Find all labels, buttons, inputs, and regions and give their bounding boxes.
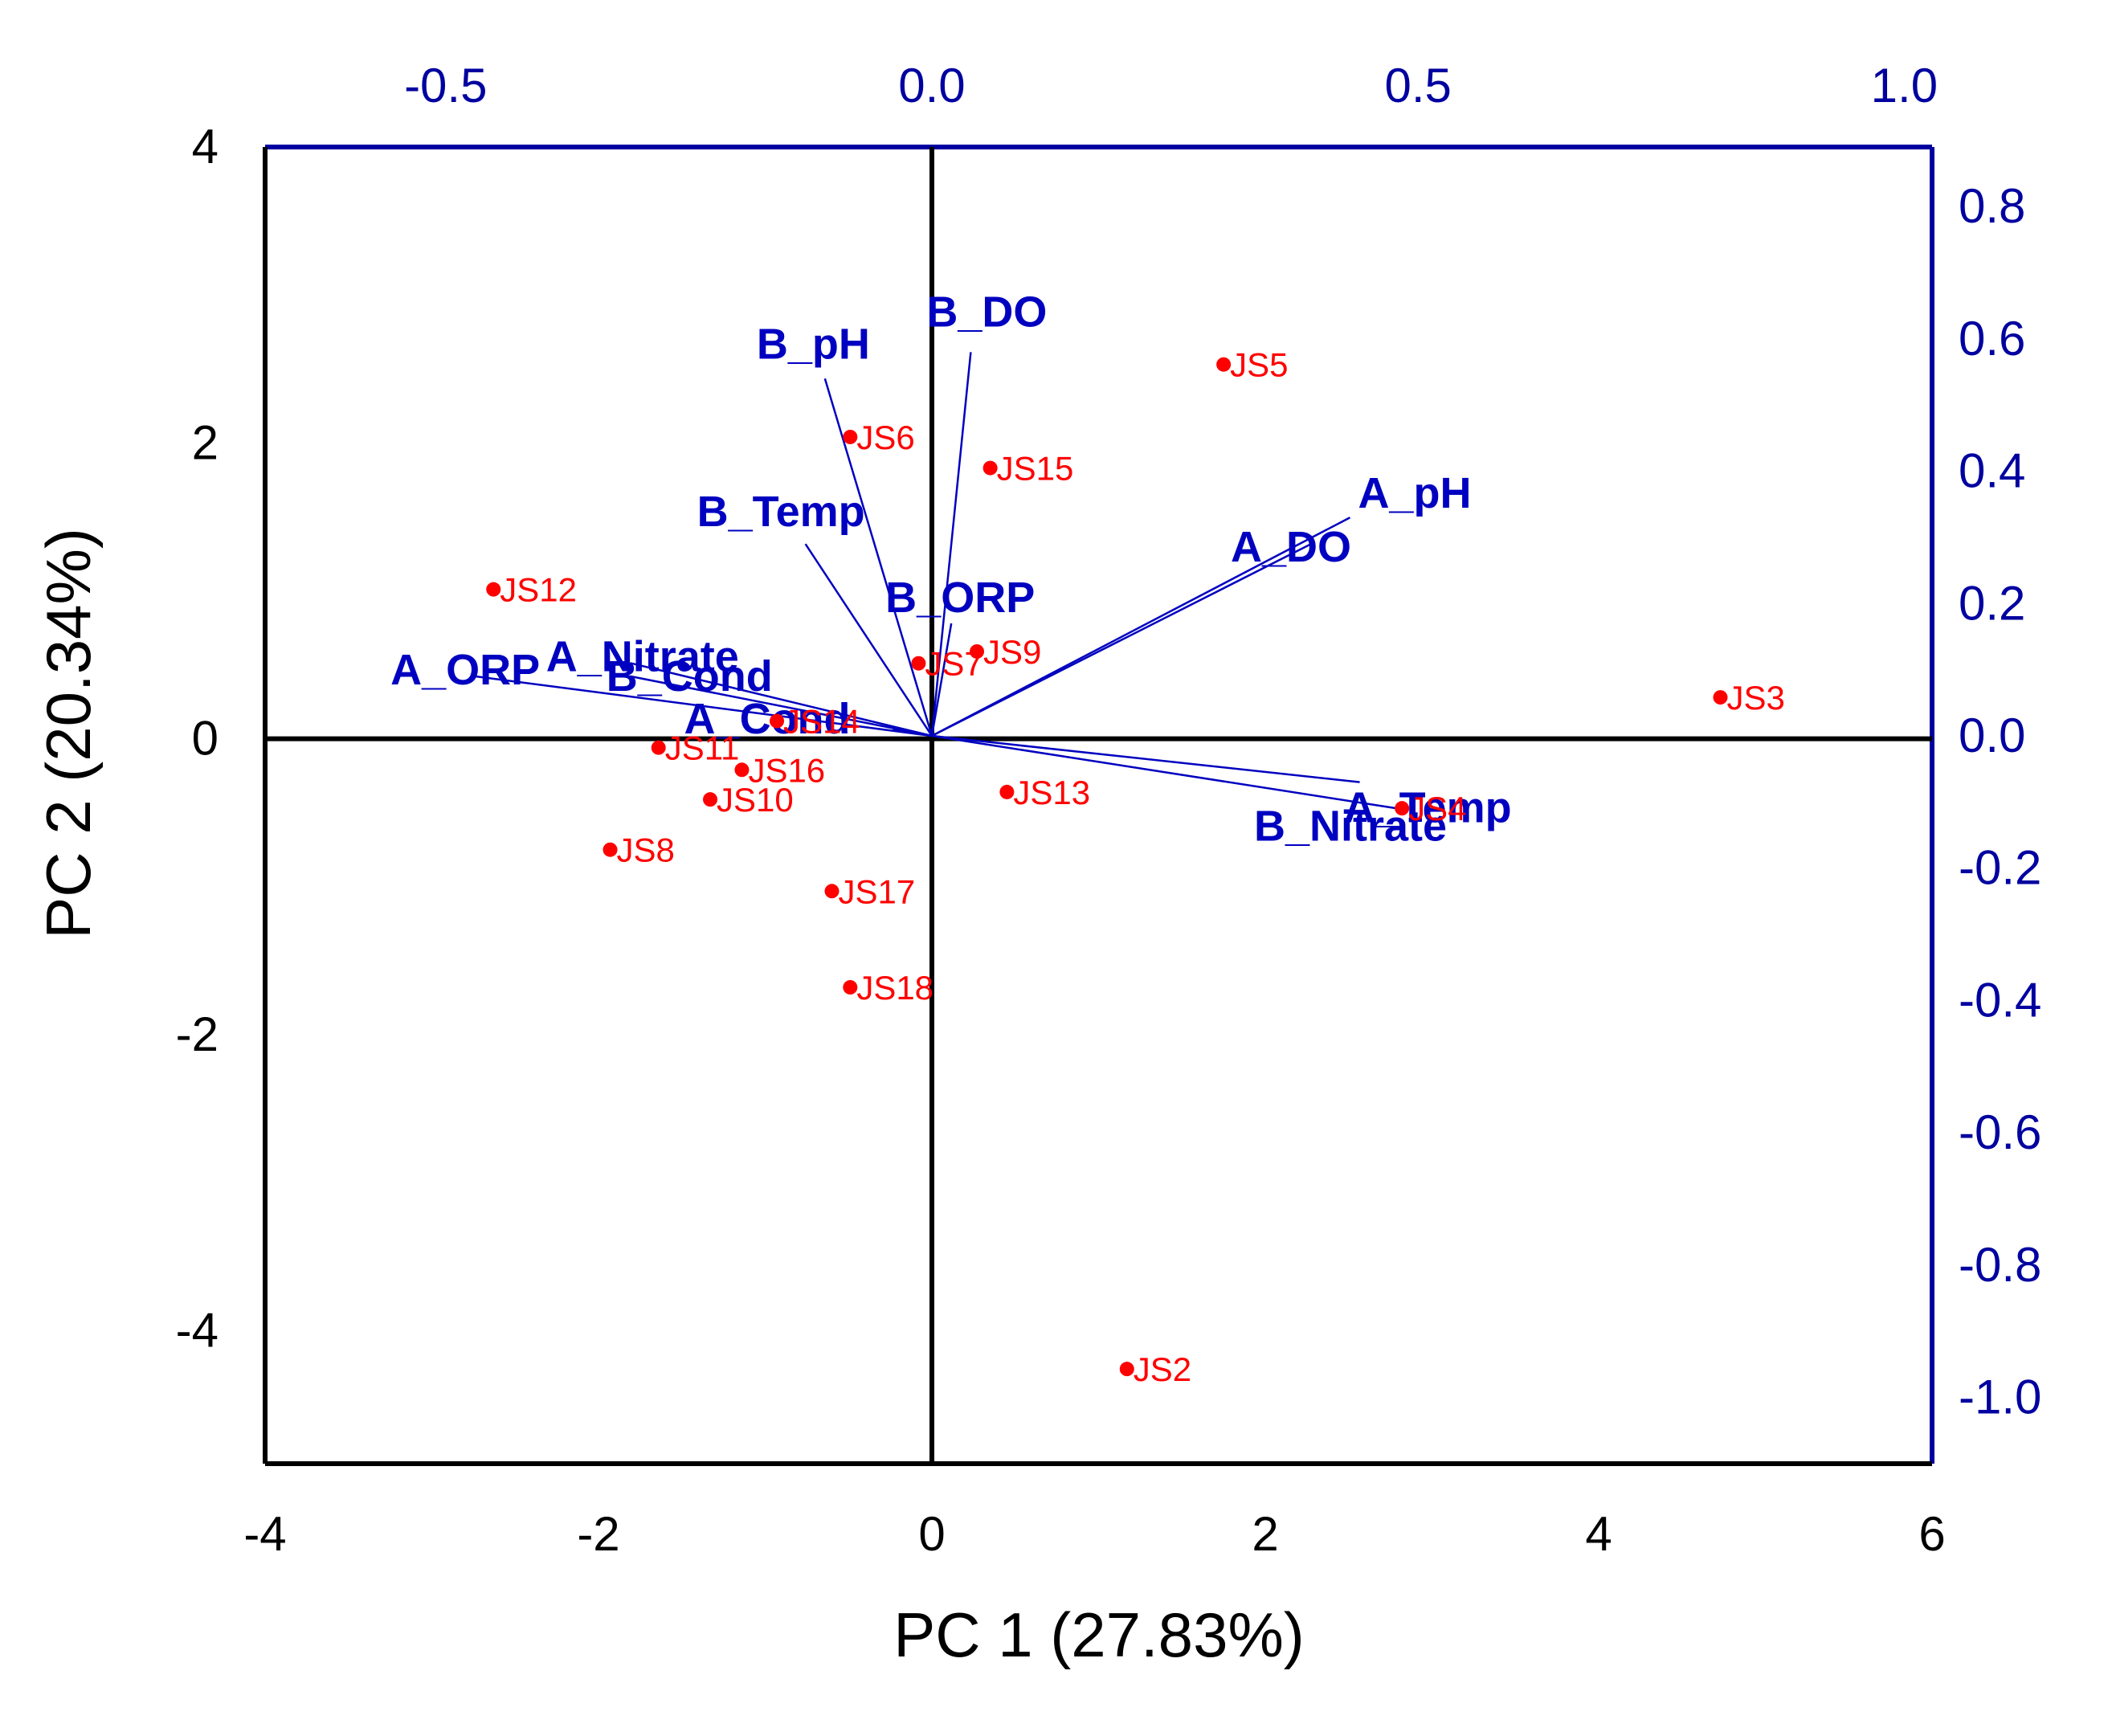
observation-label-js4: JS4 (1408, 790, 1466, 827)
observation-label-js10: JS10 (717, 781, 794, 819)
loading-vector-b-nitrate (931, 734, 1399, 810)
bottom-tick-labels: -4 -2 0 2 4 6 (243, 1507, 1945, 1561)
observation-point-js18 (843, 980, 858, 995)
top-tick-label: -0.5 (404, 59, 487, 112)
top-tick-label: 0.5 (1384, 59, 1451, 112)
observation-point-js12 (486, 582, 501, 597)
observation-point-js2 (1119, 1362, 1134, 1377)
loading-vector-b-ph (823, 378, 933, 737)
loading-label-b-orp: B_ORP (885, 574, 1035, 622)
observation-label-js14: JS14 (783, 703, 860, 741)
observation-point-js3 (1713, 690, 1728, 705)
observation-label-js3: JS3 (1726, 679, 1784, 717)
right-tick-label: 0.6 (1959, 312, 2025, 366)
right-tick-label: 0.2 (1959, 576, 2025, 630)
x-tick-label: 4 (1585, 1507, 1612, 1561)
observation-label-js15: JS15 (997, 450, 1074, 488)
observation-label-js17: JS17 (839, 872, 916, 910)
observation-point-js15 (983, 460, 998, 476)
observation-point-js10 (703, 792, 718, 807)
loading-label-a-nitrate: A_Nitrate (546, 632, 739, 680)
observation-point-js5 (1216, 357, 1232, 372)
observation-label-js11: JS11 (665, 729, 740, 767)
observation-label-js9: JS9 (983, 633, 1041, 671)
right-tick-label: -0.8 (1959, 1238, 2041, 1292)
observation-label-js2: JS2 (1134, 1350, 1191, 1388)
loading-vector-b-cond (630, 675, 933, 737)
top-tick-labels: -0.5 0.0 0.5 1.0 (404, 59, 1938, 112)
observation-label-js7: JS7 (925, 645, 983, 683)
loading-label-a-cond: A_Cond (684, 695, 851, 743)
loading-vector-b-temp (804, 543, 933, 737)
loading-vector-a-ph (931, 517, 1351, 737)
y-tick-label: -2 (176, 1007, 219, 1061)
x-tick-label: 6 (1918, 1507, 1945, 1561)
y-tick-label: 2 (192, 415, 219, 469)
observation-point-js13 (999, 784, 1015, 799)
x-tick-label: -4 (243, 1507, 286, 1561)
observation-label-js5: JS5 (1230, 346, 1288, 384)
right-tick-label: 0.8 (1959, 179, 2025, 233)
observation-label-js12: JS12 (500, 571, 577, 609)
loading-vectors (474, 352, 1399, 810)
observation-point-js4 (1395, 801, 1410, 816)
observation-point-js11 (651, 740, 666, 755)
observation-point-js16 (734, 762, 750, 778)
loading-label-a-do: A_DO (1231, 523, 1351, 571)
right-tick-labels: 0.8 0.6 0.4 0.2 0.0 -0.2 -0.4 -0.6 -0.8 -1.0 (1959, 179, 2041, 1424)
loading-label-a-ph: A_pH (1358, 469, 1471, 517)
y-tick-label: -4 (176, 1303, 219, 1357)
top-tick-label: 0.0 (898, 59, 965, 112)
right-tick-label: 0.0 (1959, 709, 2025, 762)
left-tick-labels: 4 2 0 -2 -4 (176, 120, 219, 1357)
observation-label-js18: JS18 (856, 969, 933, 1007)
x-tick-label: -2 (577, 1507, 619, 1561)
observation-point-js7 (911, 656, 926, 671)
x-axis-title: PC 1 (27.83%) (893, 1599, 1305, 1670)
observation-labels: JS2 JS3 JS4 JS5 JS6 JS7 JS8 JS9 JS10 JS11 JS12 JS13… (500, 346, 1785, 1388)
loading-vector-a-orp (474, 675, 933, 737)
right-tick-label: -0.2 (1959, 841, 2041, 895)
loading-label-b-nitrate: B_Nitrate (1254, 803, 1447, 851)
observation-point-js8 (603, 842, 618, 857)
x-tick-label: 2 (1252, 1507, 1278, 1561)
loading-label-b-cond: B_Cond (607, 652, 773, 701)
loading-label-b-temp: B_Temp (697, 488, 865, 536)
observation-label-js16: JS16 (748, 751, 825, 789)
y-tick-label: 0 (192, 712, 219, 766)
right-tick-label: -1.0 (1959, 1370, 2041, 1424)
loading-vector-b-orp (930, 623, 953, 737)
loading-vector-a-temp (931, 734, 1360, 783)
loading-label-a-orp: A_ORP (390, 646, 540, 694)
y-axis-title: PC 2 (20.34%) (33, 528, 104, 939)
observation-label-js13: JS13 (1013, 774, 1090, 811)
loading-vector-a-cond (893, 728, 933, 737)
observation-point-js14 (770, 713, 785, 729)
right-tick-label: -0.6 (1959, 1105, 2041, 1159)
loading-label-a-temp: A_Temp (1344, 784, 1512, 832)
top-tick-label: 1.0 (1871, 59, 1938, 112)
loading-vector-a-nitrate (630, 662, 933, 737)
loading-label-b-do: B_DO (926, 288, 1047, 336)
observation-point-js17 (824, 884, 840, 899)
observation-points (486, 357, 1728, 1377)
right-tick-label: 0.4 (1959, 444, 2025, 498)
x-tick-label: 0 (918, 1507, 945, 1561)
loading-label-b-ph: B_pH (757, 320, 870, 368)
loading-vector-a-do (931, 543, 1312, 737)
right-tick-label: -0.4 (1959, 973, 2041, 1027)
observation-point-js6 (843, 429, 858, 444)
observation-point-js9 (970, 643, 985, 659)
y-tick-label: 4 (192, 120, 219, 174)
observation-label-js6: JS6 (856, 419, 914, 456)
observation-label-js8: JS8 (617, 831, 675, 869)
loading-vector-b-do (930, 352, 972, 737)
